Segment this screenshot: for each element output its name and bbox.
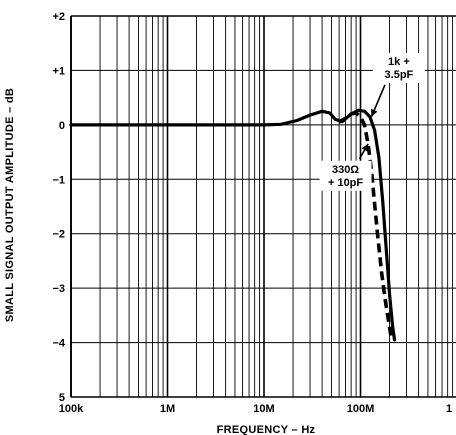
y-tick-label: −4 [52, 338, 65, 350]
y-tick-label: −1 [52, 174, 65, 186]
x-tick-label: 1M [160, 403, 175, 415]
y-tick-label: −2 [52, 229, 65, 241]
x-axis-label: FREQUENCY – Hz [217, 424, 316, 435]
y-tick-label: +1 [52, 65, 65, 77]
y-axis-label: SMALL SIGNAL OUTPUT AMPLITUDE – dB [4, 88, 16, 322]
annotation-bg [319, 160, 372, 191]
annotations: 1k +3.5pF 330Ω+ 10pF [319, 52, 425, 191]
x-tick-label: 10M [253, 403, 274, 415]
annotation-bg [372, 52, 425, 83]
annotation-arrowhead [361, 143, 369, 152]
y-tick-label: +2 [52, 11, 65, 23]
series-lines [69, 108, 397, 342]
annotation-label: 1k + [388, 56, 410, 68]
x-tick-label: 100M [347, 403, 375, 415]
y-tick-label: 5 [59, 392, 65, 404]
series-dashed-line [338, 111, 394, 341]
y-tick-label: 0 [59, 120, 65, 132]
annotation-label: 330Ω [332, 164, 359, 176]
annotation-label: 3.5pF [385, 69, 414, 81]
annotation-label: + 10pF [328, 177, 363, 189]
x-tick-label: 100k [59, 403, 84, 415]
annotation-arrowhead [370, 108, 378, 117]
y-tick-label: −3 [52, 283, 65, 295]
x-tick-label: 1 [446, 403, 452, 415]
